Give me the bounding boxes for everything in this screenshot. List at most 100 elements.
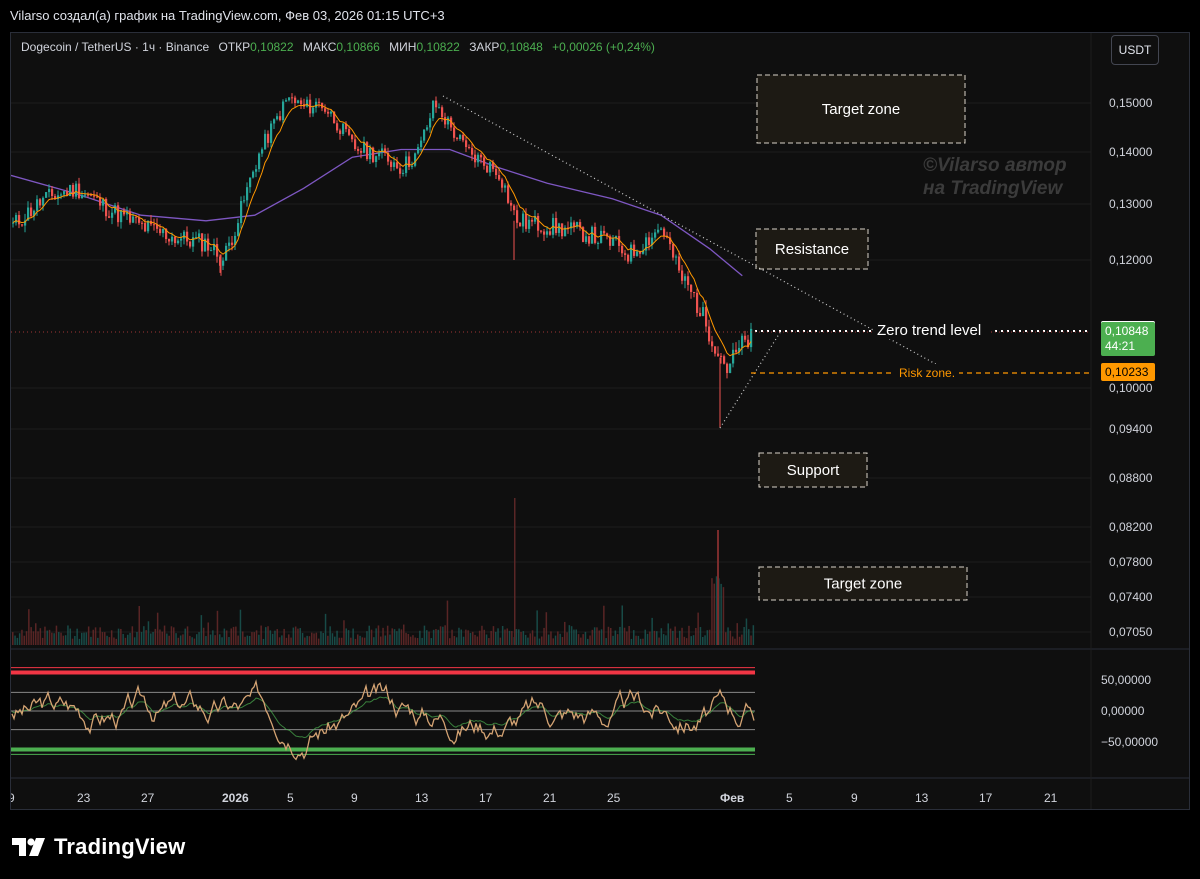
volume-bar <box>363 637 366 645</box>
volume-bar <box>656 631 658 645</box>
candle-body <box>330 111 333 114</box>
support-zone-label: Support <box>787 462 840 479</box>
price-tick-label: 0,07050 <box>1109 625 1153 639</box>
candle-body <box>486 165 489 173</box>
candle-body <box>333 111 336 124</box>
volume-bar <box>23 635 25 645</box>
volume-bar <box>30 627 32 645</box>
volume-bar <box>745 618 748 645</box>
volume-bar <box>478 630 481 645</box>
symbol-name[interactable]: Dogecoin / TetherUS · 1ч · Binance <box>21 40 210 54</box>
candle-body <box>327 111 330 114</box>
chart-caption: Vilarso создал(а) график на TradingView.… <box>0 0 1200 32</box>
volume-bar <box>559 633 561 645</box>
volume-bar <box>561 637 564 645</box>
candle-body <box>63 191 66 195</box>
volume-bar <box>690 636 692 645</box>
volume-bar <box>78 638 81 645</box>
currency-button[interactable]: USDT <box>1111 35 1159 65</box>
volume-bar <box>704 635 706 645</box>
volume-bar <box>122 633 124 645</box>
volume-bar <box>536 610 538 645</box>
candle-body <box>291 97 294 99</box>
candle-body <box>417 147 420 154</box>
volume-bar <box>649 631 651 645</box>
volume-bar <box>403 624 405 645</box>
volume-bar <box>435 629 437 645</box>
volume-bar <box>347 630 350 645</box>
candle-body <box>507 185 510 203</box>
volume-bar <box>538 638 541 645</box>
candle-body <box>201 233 204 252</box>
candle-body <box>531 219 534 222</box>
volume-bar <box>283 628 285 645</box>
time-tick-label: 21 <box>543 791 557 805</box>
volume-bar <box>722 587 725 645</box>
volume-bar <box>140 632 143 645</box>
volume-bar <box>449 638 451 645</box>
candle-body <box>426 127 429 130</box>
volume-bar <box>350 637 352 645</box>
volume-bar <box>292 627 295 645</box>
volume-bar <box>506 628 508 645</box>
candle-body <box>24 220 27 226</box>
candle-body <box>258 153 261 170</box>
volume-bar <box>147 621 150 645</box>
candle-body <box>132 216 135 223</box>
candle-body <box>522 213 525 227</box>
volume-bar <box>301 632 304 645</box>
volume-bar <box>41 637 44 645</box>
price-chart[interactable]: Target zone Resistance Support Target zone ©… <box>11 33 1189 809</box>
volume-bar <box>685 638 688 645</box>
descending-trendline <box>442 95 944 369</box>
tradingview-logo[interactable]: TradingView <box>12 834 185 860</box>
candle-body <box>342 123 345 134</box>
candle-body <box>276 116 279 120</box>
time-tick-label: 17 <box>979 791 993 805</box>
candle-body <box>450 117 453 128</box>
candle-body <box>210 250 213 252</box>
time-tick-label: 25 <box>607 791 621 805</box>
volume-bar <box>117 628 120 645</box>
candle-body <box>501 179 504 188</box>
candle-body <box>705 307 708 327</box>
volume-bar <box>623 627 626 645</box>
candle-body <box>576 222 579 227</box>
volume-bar <box>67 625 69 645</box>
candle-body <box>714 346 717 354</box>
candle-body <box>102 198 105 206</box>
volume-bar <box>274 630 276 645</box>
candle-body <box>372 147 375 163</box>
volume-bar <box>692 635 695 645</box>
candle-body <box>174 236 177 244</box>
candle-body <box>723 356 726 364</box>
volume-bar <box>85 632 88 645</box>
volume-bar <box>352 628 354 645</box>
candle-body <box>441 107 444 118</box>
volume-bar <box>621 605 623 645</box>
volume-bar <box>428 631 430 645</box>
volume-bar <box>191 637 193 645</box>
candle-body <box>207 238 210 251</box>
volume-bar <box>522 631 525 645</box>
volume-bar <box>221 637 223 645</box>
candle-body <box>459 135 462 139</box>
volume-bar <box>495 631 497 645</box>
volume-bar <box>380 636 382 645</box>
candle-body <box>378 152 381 157</box>
candle-body <box>285 100 288 102</box>
volume-bar <box>216 610 219 645</box>
price-tick-label: 0,13000 <box>1109 197 1153 211</box>
time-tick-label: 5 <box>786 791 793 805</box>
candle-body <box>726 363 729 373</box>
candle-body <box>288 97 291 101</box>
target-zone-bottom-label: Target zone <box>824 576 902 593</box>
volume-bar <box>541 636 543 645</box>
chart-panel[interactable]: Target zone Resistance Support Target zone ©… <box>10 32 1190 810</box>
candle-body <box>261 149 264 154</box>
volume-bar <box>543 627 545 645</box>
volume-bar <box>630 638 633 645</box>
price-tick-label: 0,08800 <box>1109 471 1153 485</box>
volume-bar <box>499 637 502 645</box>
high-value: 0,10866 <box>336 40 380 54</box>
